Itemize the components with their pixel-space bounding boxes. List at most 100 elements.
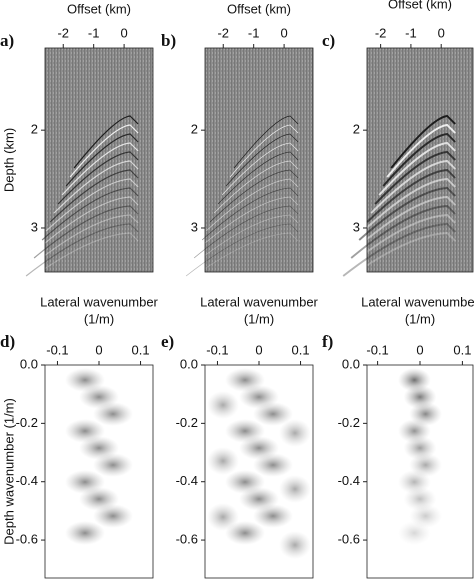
- x-tick-label: 0.1: [291, 342, 309, 357]
- y-tick-label: 2: [191, 122, 198, 137]
- y-tick-label: 3: [31, 219, 38, 234]
- reflection: [37, 196, 139, 250]
- x-tick-label: 0: [280, 25, 287, 40]
- panel-letter: b): [161, 31, 176, 50]
- spectrum-energy: [253, 504, 293, 528]
- x-tick-label: 0.1: [131, 342, 149, 357]
- reflection: [225, 133, 299, 187]
- spectrum-energy: [93, 504, 133, 528]
- reflection: [41, 187, 139, 241]
- y-tick-label: 3: [353, 219, 360, 234]
- seismic-image: [367, 48, 473, 272]
- reflection: [342, 223, 456, 277]
- y-tick-label: 2: [31, 122, 38, 137]
- reflection: [61, 142, 139, 196]
- reflection: [181, 232, 299, 286]
- spectrum-energy: [93, 453, 133, 477]
- reflection: [217, 151, 299, 205]
- reflection: [53, 160, 139, 214]
- panel-letter: e): [161, 332, 174, 351]
- reflection: [386, 123, 456, 178]
- reflection: [378, 142, 456, 196]
- reflection: [33, 205, 139, 259]
- x-tick-label: -1: [405, 25, 417, 40]
- panel-letter: f): [322, 332, 333, 351]
- reflection: [362, 178, 456, 232]
- panel-frame: [366, 47, 474, 273]
- spectrum-energy: [65, 521, 105, 545]
- x-axis-label: (1/m): [84, 311, 114, 326]
- reflection: [209, 169, 299, 223]
- y-tick-label: -0.2: [176, 415, 198, 430]
- reflection: [73, 115, 139, 169]
- y-axis-label: Depth wavenumber (1/m): [1, 398, 16, 545]
- reflection: [338, 232, 456, 286]
- x-tick-label: 0.1: [453, 342, 471, 357]
- reflection: [205, 178, 299, 232]
- spectrum-energy: [253, 453, 293, 477]
- reflection: [346, 214, 456, 268]
- spectrum-energy: [225, 521, 265, 545]
- spectrum-energy: [279, 419, 311, 447]
- y-tick-label: -0.2: [16, 415, 38, 430]
- spectrum-energy: [93, 402, 133, 426]
- y-tick-label: -0.4: [338, 473, 360, 488]
- x-tick-label: 0: [416, 342, 423, 357]
- y-tick-label: 2: [353, 122, 360, 137]
- y-tick-label: -0.4: [176, 473, 198, 488]
- spectrum-energy: [207, 447, 239, 475]
- spectrum-energy: [279, 531, 311, 559]
- y-tick-label: 3: [191, 219, 198, 234]
- x-axis-label: Offset (km): [388, 0, 452, 11]
- reflection: [65, 133, 139, 187]
- x-tick-label: 0: [438, 25, 445, 40]
- reflection: [233, 115, 299, 169]
- x-axis-label: Lateral wavenumber: [40, 294, 158, 309]
- x-axis-label: Offset (km): [227, 1, 291, 16]
- reflection: [390, 114, 456, 169]
- x-tick-label: 0: [120, 25, 127, 40]
- reflection: [382, 132, 456, 187]
- x-axis-label: Lateral wavenumber: [361, 294, 474, 309]
- reflection: [21, 232, 139, 286]
- reflection: [201, 187, 299, 241]
- x-tick-label: 0: [255, 342, 262, 357]
- y-tick-label: 0.0: [342, 356, 360, 371]
- reflection: [370, 160, 456, 214]
- y-tick-label: -0.6: [338, 532, 360, 547]
- x-tick-label: -0.1: [366, 342, 388, 357]
- reflection: [197, 196, 299, 250]
- x-tick-label: -1: [88, 25, 100, 40]
- x-axis-label: Offset (km): [67, 1, 131, 16]
- reflection: [57, 151, 139, 205]
- y-tick-label: -0.2: [338, 415, 360, 430]
- panel-frame: [204, 47, 314, 273]
- reflection: [49, 169, 139, 223]
- x-tick-label: -2: [57, 25, 69, 40]
- spectrum-energy: [398, 521, 431, 545]
- x-tick-label: -0.1: [46, 342, 68, 357]
- spectrum-energy: [253, 402, 293, 426]
- reflection: [366, 169, 456, 223]
- y-axis-label: Depth (km): [1, 128, 16, 192]
- y-tick-label: -0.4: [16, 473, 38, 488]
- reflection: [69, 124, 139, 178]
- y-tick-label: -0.6: [176, 532, 198, 547]
- reflection: [374, 151, 456, 205]
- panel-letter: d): [0, 332, 15, 351]
- panel-letter: c): [322, 31, 335, 50]
- reflection: [45, 178, 139, 232]
- y-tick-label: 0.0: [180, 356, 198, 371]
- spectrum-energy: [279, 475, 311, 503]
- reflection: [358, 187, 456, 241]
- x-tick-label: -0.1: [206, 342, 228, 357]
- reflection: [185, 223, 299, 277]
- spectrum-energy: [207, 503, 239, 531]
- x-axis-label: Lateral wavenumber: [200, 294, 318, 309]
- x-axis-label: (1/m): [244, 311, 274, 326]
- y-tick-label: -0.6: [16, 532, 38, 547]
- panel-letter: a): [0, 31, 14, 50]
- reflection: [25, 223, 139, 277]
- x-tick-label: -2: [375, 25, 387, 40]
